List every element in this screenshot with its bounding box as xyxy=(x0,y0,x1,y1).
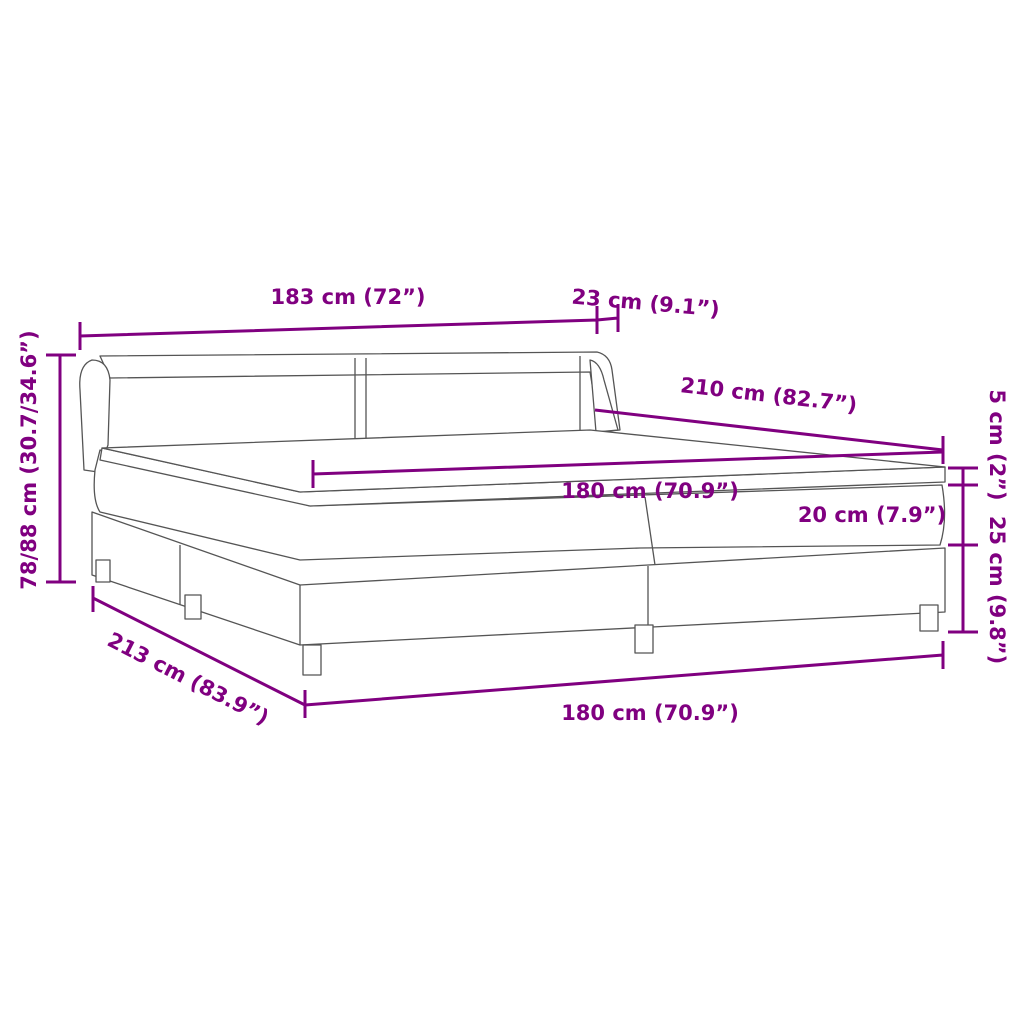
dim-line-total-height xyxy=(46,353,76,584)
dim-line-mattress-length xyxy=(594,408,945,464)
box-spring-base xyxy=(91,511,946,676)
dim-line-base-width xyxy=(304,641,945,707)
label-total-height: 78/88 cm (30.7/34.6”) xyxy=(17,330,41,589)
dim-line-heights-right xyxy=(948,466,978,634)
dimension-lines xyxy=(46,304,978,718)
label-topper-height: 5 cm (2”) xyxy=(985,389,1009,500)
label-mattress-height: 20 cm (7.9”) xyxy=(798,503,946,527)
dim-line-mattress-width xyxy=(311,450,944,488)
label-mattress-width: 180 cm (70.9”) xyxy=(561,479,739,503)
dim-line-headboard-width xyxy=(78,306,599,350)
label-base-height: 25 cm (9.8”) xyxy=(985,516,1009,664)
label-mattress-length: 210 cm (82.7”) xyxy=(679,373,858,417)
label-headboard-width: 183 cm (72”) xyxy=(270,285,425,309)
label-base-width: 180 cm (70.9”) xyxy=(561,701,739,725)
label-headboard-depth: 23 cm (9.1”) xyxy=(571,285,721,322)
headboard xyxy=(79,351,621,473)
mattress xyxy=(93,449,946,566)
dim-line-headboard-depth xyxy=(596,304,620,332)
label-total-length: 213 cm (83.9”) xyxy=(104,628,273,730)
